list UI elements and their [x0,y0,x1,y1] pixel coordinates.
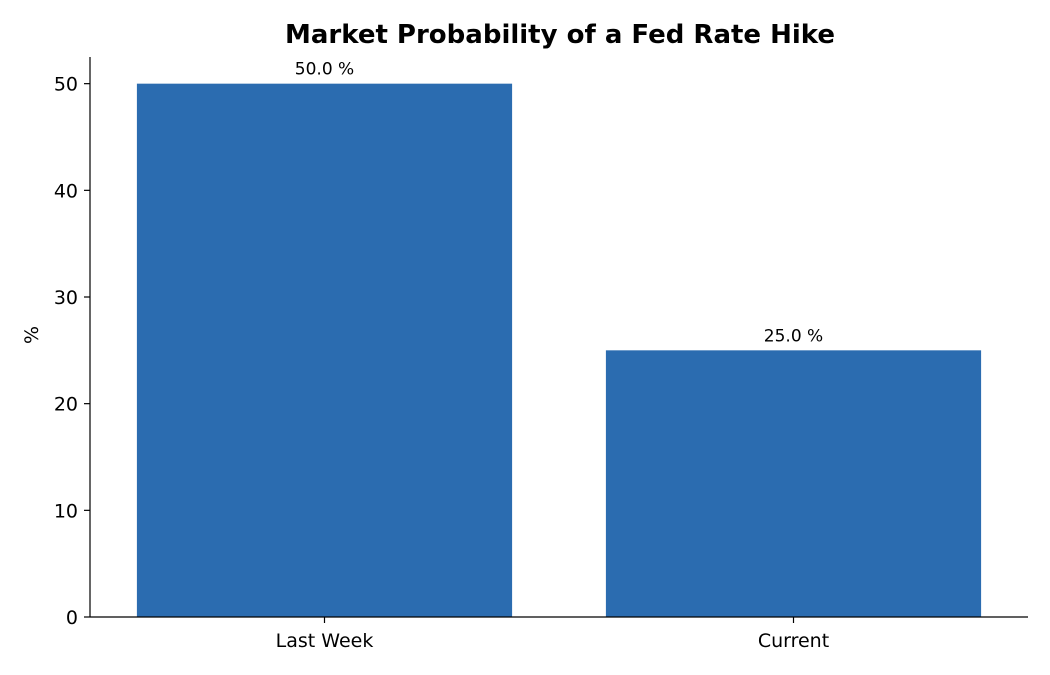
bar-current [605,350,982,617]
x-tick-label: Current [758,630,829,652]
y-axis-label: % [21,326,43,344]
data-labels-group: 50.0 % 25.0 % [295,60,823,347]
chart-title: Market Probability of a Fed Rate Hike [285,20,835,50]
y-tick-label: 40 [54,180,78,202]
y-tick-label: 0 [66,607,78,629]
bar-last-week [136,83,513,618]
x-tick-label: Last Week [276,630,374,652]
x-axis: Last Week Current [90,616,1028,652]
data-label: 50.0 % [295,60,354,80]
y-tick-label: 20 [54,394,78,416]
y-tick-label: 50 [54,74,78,96]
y-tick-label: 30 [54,287,78,309]
data-label: 25.0 % [764,326,823,346]
y-tick-label: 10 [54,500,78,522]
y-axis: 0 10 20 30 40 50 [54,57,91,629]
bars-group [136,83,982,618]
